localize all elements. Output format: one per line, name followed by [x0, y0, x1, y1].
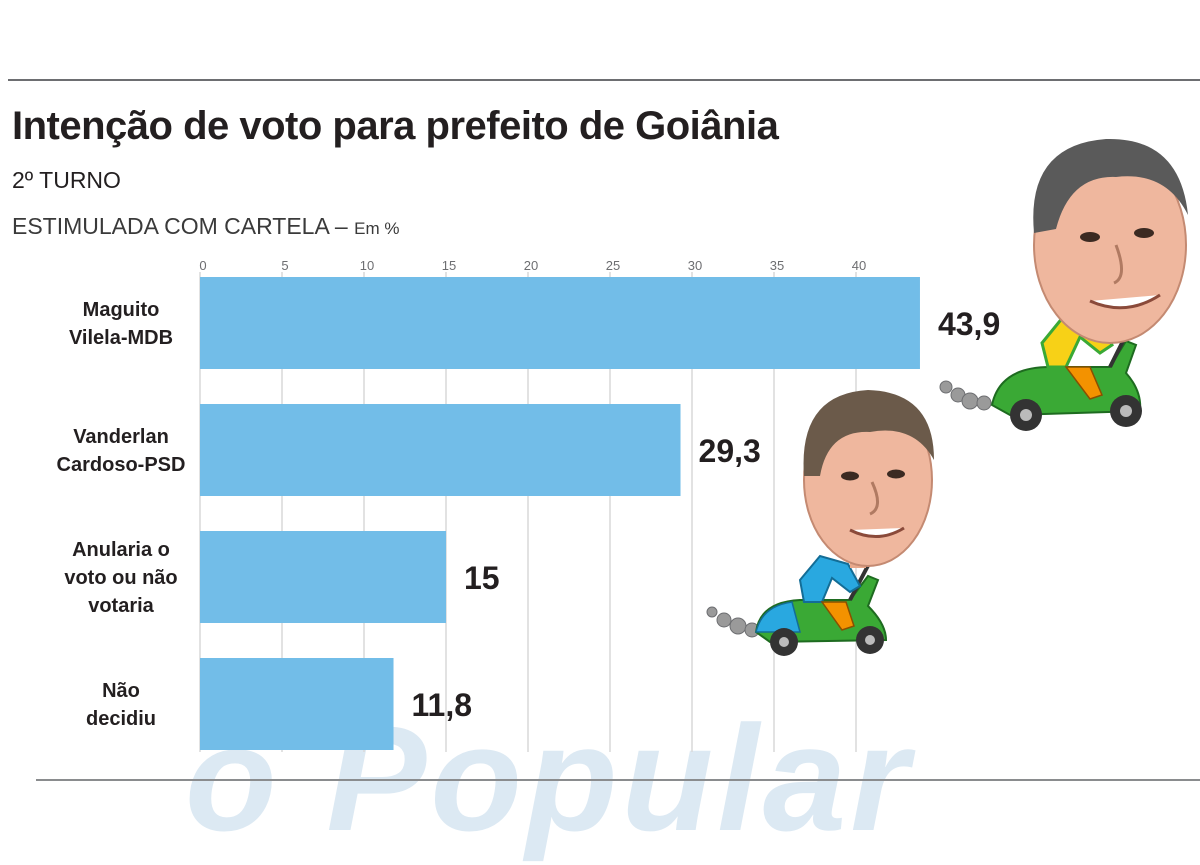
- top-rule: [8, 79, 1200, 81]
- bottom-rule: [36, 779, 1200, 781]
- category-label: Vilela-MDB: [69, 327, 173, 349]
- category-label: votaria: [88, 595, 154, 617]
- value-label: 29,3: [699, 433, 761, 469]
- bar: [200, 404, 681, 496]
- category-label: Anularia o: [72, 539, 170, 561]
- category-label: decidiu: [86, 708, 156, 730]
- x-tick-label: 40: [852, 258, 866, 273]
- unit-note: Em %: [354, 219, 400, 238]
- x-tick-label: 35: [770, 258, 784, 273]
- category-label: Maguito: [83, 299, 160, 321]
- chart-title: Intenção de voto para prefeito de Goiâni…: [12, 104, 779, 148]
- category-label: voto ou não: [64, 567, 177, 589]
- bar: [200, 658, 394, 750]
- bar: [200, 277, 920, 369]
- x-tick-label: 15: [442, 258, 456, 273]
- chart-description: ESTIMULADA COM CARTELA – Em %: [12, 213, 399, 240]
- value-label: 43,9: [938, 306, 1000, 342]
- x-tick-label: 25: [606, 258, 620, 273]
- bar-chart: 0 5 10 15 20 25 30 35 40 Maguito Vilela-MDB 43,9 Van…: [57, 258, 1000, 752]
- category-label: Cardoso-PSD: [57, 454, 186, 476]
- x-tick-label: 20: [524, 258, 538, 273]
- value-label: 11,8: [412, 687, 473, 723]
- description-text: ESTIMULADA COM CARTELA –: [12, 213, 348, 239]
- x-tick-label: 0: [199, 258, 206, 273]
- maguito-scooter-illustration: [939, 138, 1188, 431]
- category-label: Não: [102, 680, 140, 702]
- category-label: Vanderlan: [73, 426, 169, 448]
- vanderlan-scooter-illustration: [706, 390, 934, 656]
- bar: [200, 531, 446, 623]
- chart-subtitle: 2º TURNO: [12, 167, 121, 193]
- x-tick-label: 30: [688, 258, 702, 273]
- x-tick-label: 5: [281, 258, 288, 273]
- value-label: 15: [464, 560, 500, 596]
- x-tick-label: 10: [360, 258, 374, 273]
